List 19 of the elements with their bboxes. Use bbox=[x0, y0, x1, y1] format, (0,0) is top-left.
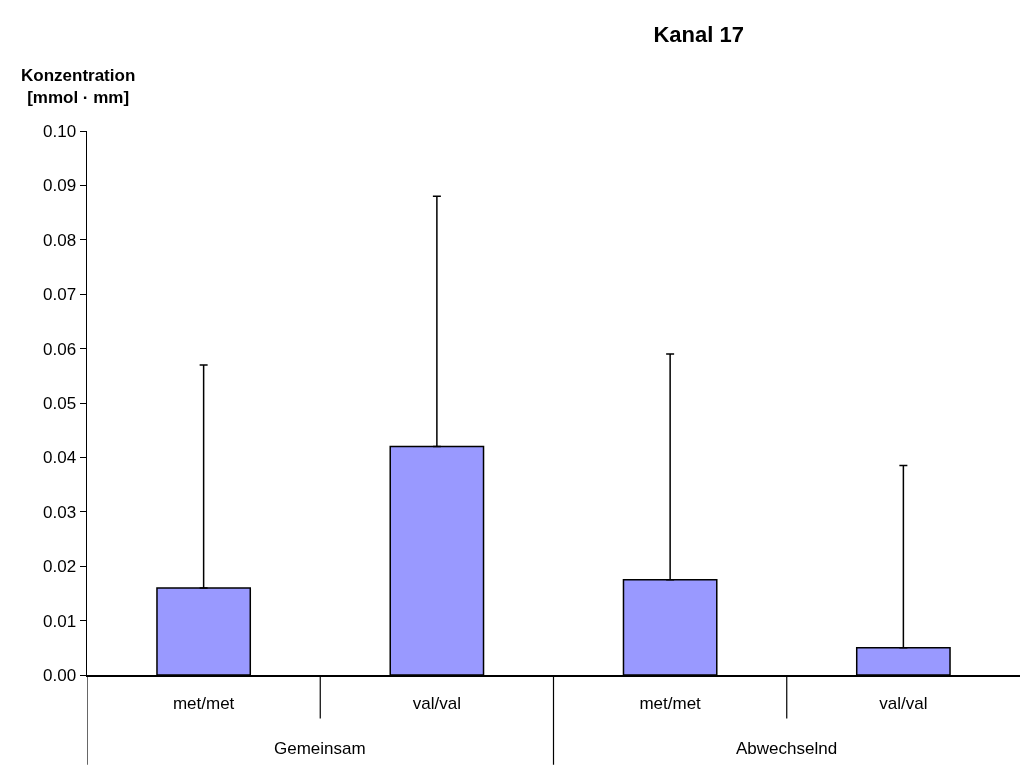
y-tick-label: 0.08 bbox=[43, 230, 77, 250]
y-tick-label: 0.06 bbox=[43, 339, 77, 359]
text: Gemeinsam bbox=[274, 739, 366, 758]
y-tick-label: 0.07 bbox=[43, 285, 77, 305]
y-tick-label: 0.05 bbox=[43, 393, 77, 413]
y-tick-label: 0.02 bbox=[43, 557, 77, 577]
y-tick-label: 0.09 bbox=[43, 176, 77, 196]
y-tick-label: 0.04 bbox=[43, 448, 77, 468]
text: Abwechselnd bbox=[736, 739, 838, 758]
x-tick-label: met/met bbox=[639, 693, 702, 713]
x-tick-label: met/met bbox=[172, 693, 235, 713]
y-tick-label: 0.01 bbox=[43, 611, 77, 631]
x-tick-label: val/val bbox=[879, 693, 928, 713]
y-tick-label: 0.00 bbox=[43, 665, 77, 685]
y-tick-label: 0.03 bbox=[43, 502, 77, 522]
chart-title: Kanal 17 bbox=[653, 22, 744, 48]
x-tick-label: val/val bbox=[412, 693, 461, 713]
y-tick-label: 0.10 bbox=[43, 121, 77, 141]
y-axis-title: Konzentration [mmol · mm] bbox=[21, 66, 136, 108]
